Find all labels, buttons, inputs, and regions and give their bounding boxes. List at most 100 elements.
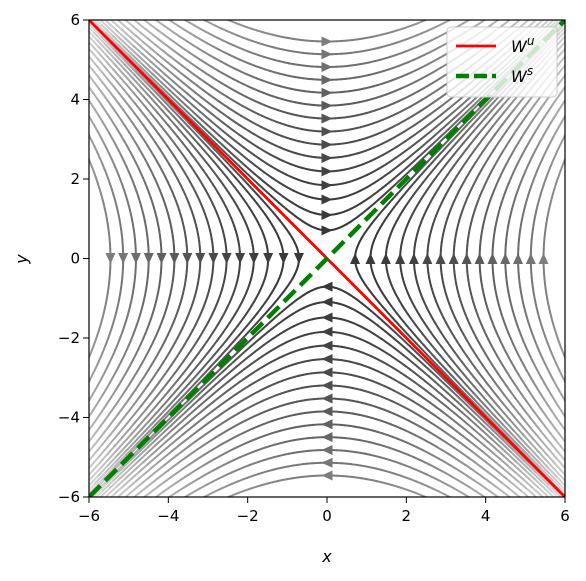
- streamline-segment: [129, 36, 140, 46]
- streamline-segment: [225, 348, 234, 357]
- streamline-segment: [402, 157, 409, 164]
- streamline-segment: [473, 143, 480, 151]
- streamline-segment: [193, 54, 202, 61]
- streamline-segment: [68, 32, 75, 40]
- streamline-segment: [117, 92, 126, 101]
- streamline-segment: [112, 438, 122, 449]
- streamline-segment: [555, 20, 565, 28]
- streamline-segment: [160, 81, 171, 92]
- streamline-segment: [564, 430, 565, 432]
- streamline-segment: [75, 129, 78, 135]
- streamline-segment: [474, 155, 481, 164]
- streamline-segment: [128, 403, 136, 412]
- streamline-segment: [160, 499, 166, 503]
- streamline-segment: [439, 354, 446, 362]
- streamline-segment: [520, 378, 527, 387]
- streamline-segment: [97, 454, 108, 465]
- stream-arrow: [130, 253, 141, 264]
- streamline-segment: [204, 115, 213, 123]
- streamline-segment: [571, 9, 583, 21]
- streamline-segment: [441, 402, 450, 409]
- streamline-segment: [196, 84, 205, 92]
- streamline-segment: [506, 452, 518, 463]
- streamline-segment: [416, 156, 425, 165]
- streamline-segment: [89, 406, 96, 415]
- streamline-segment: [167, 494, 174, 497]
- streamline-segment: [192, 97, 201, 106]
- streamline-segment: [571, 449, 577, 456]
- streamline-segment: [171, 20, 180, 27]
- streamline-segment: [144, 105, 152, 115]
- x-tick-label: −2: [237, 507, 259, 525]
- streamline-segment: [149, 47, 160, 56]
- streamline-segment: [186, 361, 193, 370]
- streamline-segment: [519, 0, 526, 4]
- streamline-segment: [478, 150, 484, 158]
- streamline-segment: [389, 327, 397, 334]
- streamline-segment: [483, 157, 489, 166]
- streamline-segment: [116, 380, 122, 389]
- streamline-segment: [447, 406, 456, 414]
- streamline-segment: [448, 153, 455, 162]
- streamline-segment: [472, 428, 482, 437]
- streamline-segment: [134, 141, 140, 150]
- streamline-segment: [423, 397, 431, 404]
- streamline-segment: [518, 503, 525, 509]
- streamline-segment: [546, 141, 552, 150]
- streamline-segment: [507, 0, 514, 4]
- streamline-segment: [514, 141, 520, 150]
- streamline-segment: [451, 375, 460, 385]
- streamline-segment: [536, 402, 543, 411]
- streamline-segment: [142, 95, 152, 106]
- streamline-segment: [170, 423, 180, 433]
- streamline-segment: [152, 0, 158, 3]
- streamline-segment: [447, 103, 456, 111]
- streamline-segment: [77, 0, 88, 8]
- streamline-segment: [211, 128, 220, 137]
- streamline-segment: [149, 103, 158, 113]
- streamline-segment: [229, 108, 237, 114]
- streamline-segment: [167, 455, 177, 463]
- streamline-segment: [443, 460, 452, 467]
- streamline-segment: [208, 354, 215, 362]
- streamline-segment: [145, 62, 157, 73]
- streamline-segment: [544, 425, 552, 435]
- streamline-segment: [187, 382, 197, 392]
- streamline-segment: [92, 483, 107, 497]
- streamline-segment: [212, 45, 220, 51]
- streamline-segment: [195, 66, 204, 73]
- streamline-segment: [234, 361, 243, 369]
- streamline-segment: [111, 137, 117, 146]
- streamline-segment: [406, 357, 414, 364]
- streamline-segment: [244, 164, 252, 172]
- streamline-segment: [462, 514, 468, 517]
- streamline-segment: [123, 369, 129, 378]
- stream-arrow: [293, 253, 304, 264]
- streamline-segment: [89, 471, 93, 477]
- streamline-segment: [467, 7, 473, 10]
- streamline-segment: [571, 482, 580, 491]
- streamline-segment: [449, 345, 456, 353]
- x-tick-label: 4: [481, 507, 491, 525]
- streamline-segment: [109, 493, 115, 497]
- streamline-segment: [571, 140, 574, 146]
- streamline-segment: [209, 22, 217, 27]
- streamline-segment: [471, 348, 477, 356]
- streamline-segment: [177, 161, 183, 169]
- streamline-segment: [536, 504, 544, 511]
- streamline-segment: [102, 93, 110, 103]
- streamline-segment: [179, 86, 188, 95]
- streamline-segment: [108, 512, 116, 519]
- streamline-segment: [550, 5, 559, 14]
- streamline-segment: [524, 384, 531, 393]
- streamline-segment: [564, 2, 576, 14]
- streamline-segment: [485, 108, 494, 118]
- streamline-segment: [131, 387, 138, 396]
- streamline-segment: [552, 130, 558, 139]
- streamline-segment: [171, 108, 182, 120]
- streamline-segment: [563, 22, 565, 26]
- streamline-segment: [453, 350, 460, 359]
- streamline-segment: [132, 450, 145, 463]
- streamline-segment: [204, 81, 213, 88]
